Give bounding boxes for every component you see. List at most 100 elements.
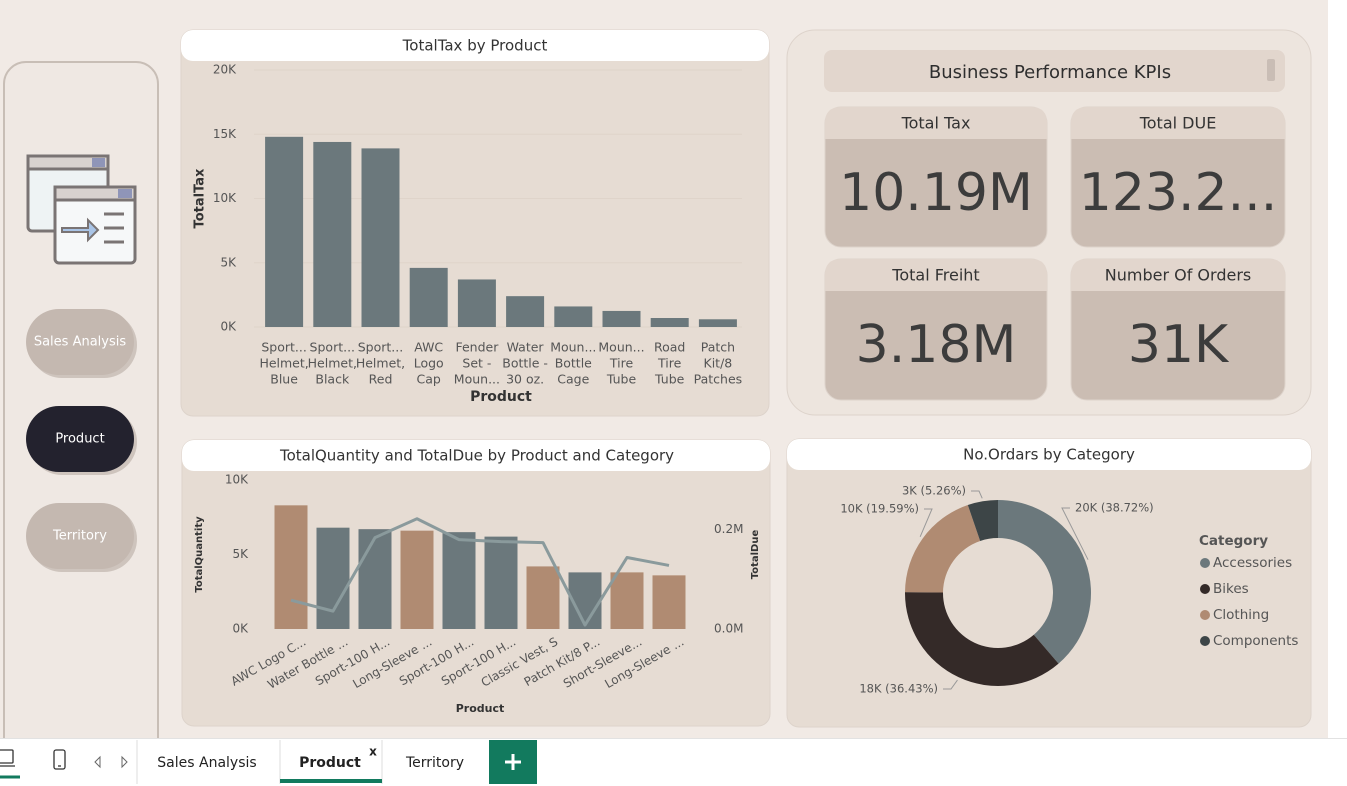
x-tick-label: Blue <box>270 372 298 387</box>
leader-line <box>1061 507 1089 560</box>
x-tick-label: Road <box>654 340 685 355</box>
donut-slice <box>998 500 1091 664</box>
kpi-title-box <box>824 50 1285 92</box>
chart-header <box>182 440 770 471</box>
donut-slice <box>905 505 981 593</box>
bar <box>316 527 350 629</box>
x-tick-label: Sport... <box>261 340 306 355</box>
legend-swatch <box>1200 584 1210 594</box>
bar <box>313 141 352 327</box>
data-label: 20K (38.72%) <box>1075 501 1154 515</box>
x-tick-label: Helmet, <box>356 356 405 371</box>
x-tick-label: Helmet, <box>259 356 308 371</box>
nav-button[interactable] <box>26 406 134 472</box>
legend-label: Bikes <box>1213 581 1249 597</box>
y-tick-label: 5K <box>232 547 249 561</box>
chart-title: TotalTax by Product <box>402 37 548 55</box>
page-tab[interactable]: Sales Analysis <box>157 755 256 771</box>
x-tick-label: Cap <box>417 372 441 387</box>
line <box>290 517 670 627</box>
legend-swatch <box>1200 610 1210 620</box>
legend-swatch <box>1200 558 1210 568</box>
x-tick-label: 30 oz. <box>506 372 544 387</box>
x-tick-label: AWC <box>414 340 443 355</box>
kpi-value: 31K <box>1128 315 1230 375</box>
bar <box>274 505 308 629</box>
bar <box>698 319 737 327</box>
next-tab[interactable] <box>121 755 128 769</box>
legend-swatch <box>1200 636 1210 646</box>
x-tick-label: Tire <box>657 356 682 371</box>
mobile-view-icon[interactable] <box>53 749 66 770</box>
y-axis-title: TotalQuantity <box>194 516 205 593</box>
x-tick-label: Bottle <box>555 356 592 371</box>
nav-button-label[interactable]: Territory <box>52 529 107 544</box>
x-tick-label: Red <box>369 372 393 387</box>
chart-title: TotalQuantity and TotalDue by Product an… <box>279 447 674 465</box>
x-tick-label: Moun... <box>598 340 644 355</box>
x-tick-label: Moun... <box>550 340 596 355</box>
bar <box>506 296 545 327</box>
nav-button-label[interactable]: Sales Analysis <box>34 335 127 350</box>
y-tick-label: 0.2M <box>714 522 743 536</box>
y-tick-label: 5K <box>220 255 237 269</box>
bar <box>652 575 686 629</box>
kpi-label: Total Freiht <box>891 266 979 285</box>
kpi-title: Business Performance KPIs <box>929 62 1171 83</box>
prev-tab[interactable] <box>94 755 101 769</box>
chart-header <box>787 439 1311 470</box>
bar <box>400 530 434 629</box>
donut-slice <box>905 592 1059 686</box>
bar <box>409 267 448 327</box>
nav-button[interactable] <box>26 309 134 375</box>
kpi-card-header <box>1071 107 1285 139</box>
page-tab[interactable]: Territory <box>405 755 464 771</box>
x-axis-title: Product <box>470 389 532 405</box>
y-tick-label: 10K <box>225 473 249 487</box>
bar <box>526 566 560 629</box>
x-tick-label: Water <box>507 340 545 355</box>
tab-bar <box>0 738 1347 786</box>
kpi-card-header <box>825 259 1047 291</box>
x-tick-label: Logo <box>414 356 444 371</box>
bar <box>361 148 400 327</box>
y-tick-label: 0K <box>220 320 237 334</box>
nav-button[interactable] <box>26 503 134 569</box>
x-tick-label: Helmet, <box>308 356 357 371</box>
kpi-value: 123.2... <box>1079 163 1277 223</box>
data-label: 10K (19.59%) <box>840 502 919 516</box>
data-label: 3K (5.26%) <box>902 484 966 498</box>
x-tick-label: Sport... <box>358 340 403 355</box>
bar <box>602 310 641 327</box>
kpi-card-header <box>825 107 1047 139</box>
x-tick-label: Fender <box>455 340 499 355</box>
legend-title: Category <box>1199 533 1268 549</box>
page-tab[interactable]: Product <box>299 755 361 771</box>
x-tick-label: Patches <box>694 372 743 387</box>
leader-line <box>919 508 933 538</box>
bar <box>265 136 304 327</box>
x-tick-label: Tube <box>654 372 685 387</box>
add-page-button[interactable] <box>489 740 537 784</box>
y-tick-label: 20K <box>213 63 237 77</box>
donut-slice <box>967 500 998 541</box>
x-tick-label: Black <box>315 372 350 387</box>
x-axis-title: Product <box>456 702 505 715</box>
y-tick-label: 15K <box>213 127 237 141</box>
x-tick-label: Kit/8 <box>704 356 733 371</box>
nav-button-label[interactable]: Product <box>55 432 104 447</box>
scroll-thumb <box>1267 59 1275 81</box>
kpi-label: Total DUE <box>1139 114 1217 133</box>
y-tick-label: 0.0M <box>714 622 743 636</box>
desktop-view-icon[interactable] <box>0 749 20 779</box>
scroll-gutter <box>1328 0 1347 738</box>
close-tab[interactable]: x <box>369 745 377 759</box>
x-tick-label: Moun... <box>454 372 500 387</box>
bar <box>554 306 593 327</box>
x-tick-label: Patch <box>701 340 735 355</box>
kpi-value: 3.18M <box>856 315 1017 375</box>
legend-label: Accessories <box>1213 555 1292 571</box>
x-tick-label: Sport... <box>310 340 355 355</box>
